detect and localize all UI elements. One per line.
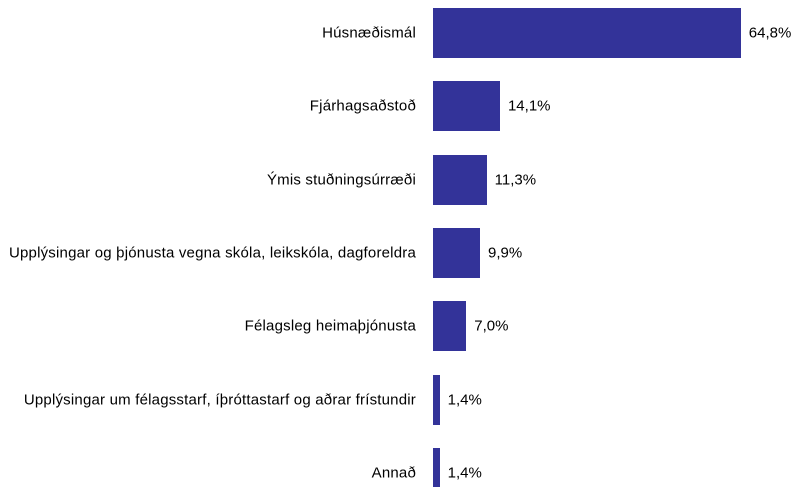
value-label: 9,9% [488,244,523,262]
bar [433,8,741,58]
value-label: 64,8% [748,24,792,42]
category-label: Ýmis stuðningsúrræði [266,171,416,189]
bar [433,374,440,425]
bar [433,447,440,487]
category-label: Upplýsingar og þjónusta vegna skóla, lei… [8,244,416,262]
bar [433,301,467,352]
category-label: Fjárhagsaðstoð [309,97,416,115]
value-label: 7,0% [474,317,509,335]
value-label: 11,3% [494,171,537,189]
bar [433,154,487,205]
value-label: 1,4% [447,391,482,408]
category-label: Félagsleg heimaþjónusta [244,317,416,335]
category-label: Upplýsingar um félagsstarf, íþróttastarf… [23,391,416,408]
bar [433,227,481,278]
bar [433,81,500,132]
category-label: Annað [371,464,416,482]
value-label: 1,4% [447,464,482,482]
value-label: 14,1% [507,97,551,115]
category-label: Húsnæðismál [322,24,416,42]
